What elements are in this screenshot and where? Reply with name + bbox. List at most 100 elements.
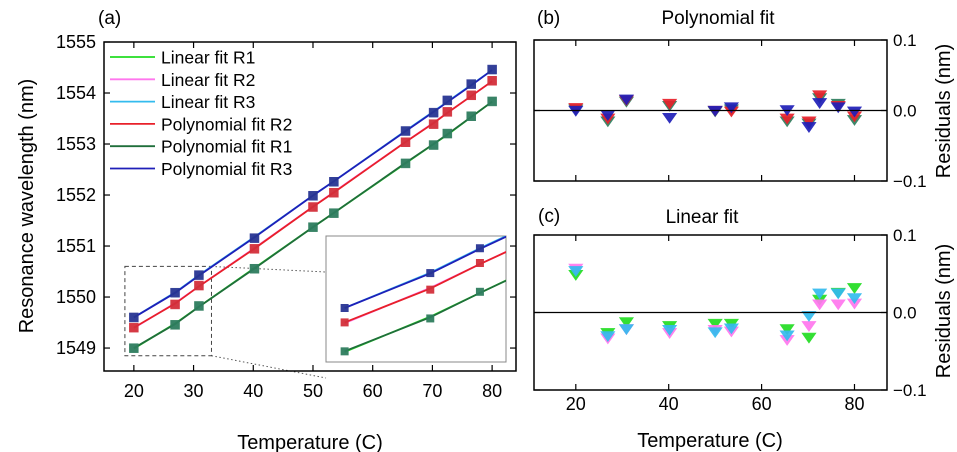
residual-marker-linear-fit-r1 [707, 318, 723, 330]
legend-label: Polynomial fit R2 [161, 114, 292, 134]
residual-marker-linear-fit-r3 [846, 293, 863, 305]
inset-fit-line [344, 251, 506, 324]
data-marker-r3 [428, 107, 439, 118]
y-tick-label: 1550 [56, 287, 96, 307]
data-marker-r2 [442, 107, 453, 117]
residual-marker-linear-fit-r3 [779, 330, 795, 342]
data-marker-r1 [308, 222, 318, 232]
data-marker-r3 [308, 191, 318, 201]
y-tick-label: −0.1 [893, 381, 927, 400]
zoom-connector [211, 355, 327, 379]
inset-data-marker [340, 347, 349, 356]
panel-a-zoom-guides [124, 265, 327, 379]
inset-data-marker [475, 244, 484, 253]
y-tick-label: 0.1 [893, 31, 917, 50]
x-tick-label: 50 [303, 381, 323, 401]
residual-marker-linear-fit-r3 [801, 311, 817, 322]
data-marker-r2 [194, 280, 204, 291]
legend-label: Linear fit R3 [161, 92, 255, 112]
inset-data-marker [426, 269, 435, 278]
x-tick-label: 60 [752, 394, 772, 414]
panel-c-x-axis-title: Temperature (C) [637, 430, 783, 452]
inset-data-marker [475, 287, 484, 296]
panel-a-y-axis-title: Resonance wavelength (nm) [16, 79, 38, 334]
data-marker-r3 [329, 177, 339, 187]
inset-data-marker [591, 235, 599, 243]
data-marker-r2 [466, 90, 476, 101]
data-marker-r3 [442, 95, 453, 106]
y-tick-label: −0.1 [893, 172, 927, 191]
data-marker-r2 [129, 322, 139, 333]
residual-marker-r3 [618, 94, 635, 106]
zoom-connector [211, 265, 327, 273]
inset-data-marker [905, 57, 913, 65]
data-marker-r2 [170, 299, 180, 310]
x-tick-label: 20 [566, 394, 586, 414]
inset-data-marker [756, 128, 764, 136]
inset-data-marker [426, 314, 435, 323]
panel-b-y-axis-title: Residuals (nm) [933, 44, 955, 178]
panel-b-axes: −0.1 0.0 0.1 [534, 31, 927, 191]
legend-label: Linear fit R1 [161, 48, 255, 68]
residual-marker-linear-fit-r3 [618, 324, 635, 336]
residual-marker-r3 [812, 98, 828, 109]
data-marker-r1 [400, 158, 411, 169]
panel-b-residual-markers [568, 90, 863, 133]
x-tick-label: 80 [844, 394, 864, 414]
data-marker-r2 [400, 137, 411, 147]
y-tick-label: 0.0 [893, 102, 917, 121]
panel-b-label: (b) [537, 8, 560, 29]
residual-marker-linear-fit-r3 [600, 331, 616, 343]
panel-c-title: Linear fit [666, 207, 740, 228]
residual-marker-linear-fit-r3 [707, 327, 723, 339]
residual-marker-linear-fit-r3 [723, 323, 739, 335]
residual-marker-r2 [662, 98, 678, 110]
x-tick-label: 80 [482, 381, 502, 401]
residual-marker-linear-fit-r2 [812, 299, 828, 311]
x-tick-label: 30 [184, 381, 204, 401]
data-marker-r3 [487, 64, 497, 75]
zoom-region-box [124, 265, 212, 357]
data-marker-r3 [400, 126, 411, 136]
residual-marker-linear-fit-r3 [812, 288, 828, 300]
data-marker-r1 [466, 111, 476, 121]
panel-a-label: (a) [98, 8, 121, 29]
y-tick-label: 1555 [56, 32, 96, 52]
residual-marker-linear-fit-r1 [801, 332, 817, 344]
inset-data-marker [713, 132, 721, 140]
inset-data-marker [475, 259, 484, 267]
inset-frame [325, 235, 507, 363]
x-tick-label: 70 [422, 381, 442, 401]
panel-a-frame [103, 41, 517, 372]
data-marker-r1 [129, 343, 139, 353]
inset-data-marker [426, 285, 435, 294]
x-tick-label: 40 [243, 381, 263, 401]
data-marker-r1 [428, 140, 439, 150]
residual-marker-linear-fit-r3 [830, 288, 846, 300]
residual-marker-r3 [568, 105, 584, 117]
inset-fit-line [344, 279, 506, 353]
residual-marker-r3 [846, 106, 863, 118]
panel-a-axes: 20 30 40 50 60 70 80 1549 1550 1551 1552 1553 1554 15… [56, 32, 516, 401]
data-marker-r2 [308, 202, 318, 212]
inset-data-marker [756, 157, 764, 165]
y-tick-label: 1554 [56, 83, 96, 103]
data-marker-r1 [194, 301, 204, 311]
data-marker-r1 [170, 320, 180, 330]
data-marker-r2 [329, 187, 339, 198]
panel-a: (a) 20 30 40 50 60 70 80 1549 1550 1551 1552 1553 15… [16, 8, 913, 452]
data-marker-r1 [329, 208, 339, 218]
residual-marker-r3 [801, 122, 817, 133]
data-marker-r3 [194, 270, 204, 280]
residual-marker-r2 [801, 116, 817, 128]
inset-data-marker [756, 112, 764, 120]
panel-c-residual-markers [568, 263, 863, 346]
inset-data-marker [591, 207, 599, 215]
legend-label: Polynomial fit R1 [161, 137, 292, 157]
panel-c-label: (c) [538, 206, 560, 227]
inset-data-marker [340, 304, 349, 312]
panel-a-data-markers [129, 64, 497, 353]
y-tick-label: 1551 [56, 236, 96, 256]
